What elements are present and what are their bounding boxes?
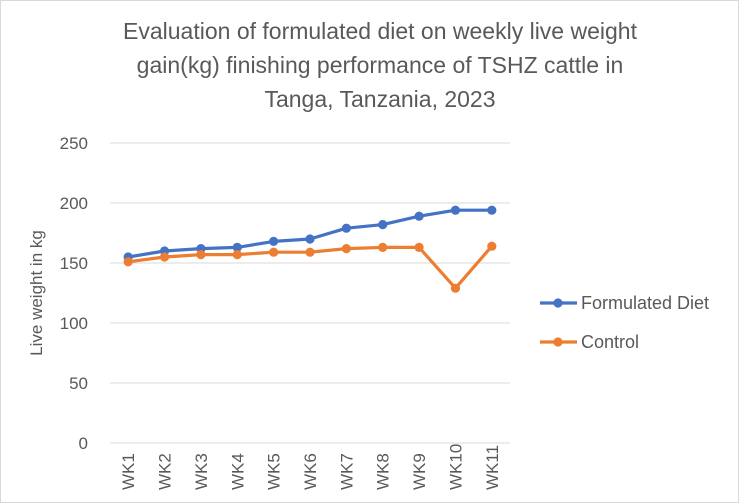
y-axis-ticks: 0 50 100 150 200 250 xyxy=(60,134,88,453)
point-control-wk4 xyxy=(232,250,242,260)
x-tick-label-wk1: WK1 xyxy=(119,453,138,490)
point-control-wk3 xyxy=(196,250,206,260)
y-tick-label-150: 150 xyxy=(60,254,88,273)
y-tick-label-100: 100 xyxy=(60,314,88,333)
point-formulated-diet-wk4 xyxy=(232,242,242,252)
chart-title-line-1: Evaluation of formulated diet on weekly … xyxy=(123,18,637,44)
point-formulated-diet-wk11 xyxy=(487,205,497,215)
y-axis-label: Live weight in kg xyxy=(27,230,46,356)
point-formulated-diet-wk7 xyxy=(341,223,351,233)
point-control-wk6 xyxy=(305,247,315,257)
x-tick-label-wk4: WK4 xyxy=(228,453,247,490)
point-control-wk10 xyxy=(450,283,461,293)
point-formulated-diet-wk6 xyxy=(305,234,315,244)
point-control-wk2 xyxy=(159,252,170,262)
x-tick-label-wk5: WK5 xyxy=(265,453,284,490)
x-tick-label-wk7: WK7 xyxy=(337,453,356,490)
point-formulated-diet-wk5 xyxy=(269,236,279,246)
point-control-wk7 xyxy=(341,244,351,254)
x-tick-label-wk3: WK3 xyxy=(192,453,211,490)
x-tick-label-wk11: WK11 xyxy=(483,445,502,490)
point-control-wk1 xyxy=(123,257,133,267)
gridlines xyxy=(110,142,510,444)
legend-marker-control xyxy=(553,337,563,347)
legend-label-control: Control xyxy=(581,332,639,352)
y-tick-label-50: 50 xyxy=(69,374,88,393)
point-formulated-diet-wk10 xyxy=(450,205,461,215)
legend-marker-formulated-diet xyxy=(553,298,563,308)
series-group xyxy=(123,205,497,293)
y-tick-label-200: 200 xyxy=(60,194,88,213)
x-tick-label-wk2: WK2 xyxy=(156,453,175,490)
point-control-wk8 xyxy=(378,242,388,252)
chart-title-line-3: Tanga, Tanzania, 2023 xyxy=(264,86,496,112)
chart-title-line-2: gain(kg) finishing performance of TSHZ c… xyxy=(136,52,624,78)
chart-title: Evaluation of formulated diet on weekly … xyxy=(60,14,700,116)
point-control-wk9 xyxy=(414,242,424,252)
x-axis-ticks: WK1 WK2 WK3 WK4 WK5 WK6 WK7 WK8 WK9 WK10 WK11 xyxy=(119,444,502,490)
legend: Formulated Diet Control xyxy=(540,293,709,352)
x-tick-label-wk8: WK8 xyxy=(374,453,393,490)
legend-label-formulated-diet: Formulated Diet xyxy=(581,293,709,313)
point-formulated-diet-wk8 xyxy=(378,220,388,230)
x-tick-label-wk10: WK10 xyxy=(446,444,465,490)
x-tick-label-wk6: WK6 xyxy=(301,453,320,490)
y-tick-label-0: 0 xyxy=(79,434,88,453)
y-tick-label-250: 250 xyxy=(60,134,88,153)
point-control-wk5 xyxy=(269,247,279,257)
point-control-wk11 xyxy=(487,241,497,251)
x-tick-label-wk9: WK9 xyxy=(410,453,429,490)
point-formulated-diet-wk9 xyxy=(414,211,424,221)
